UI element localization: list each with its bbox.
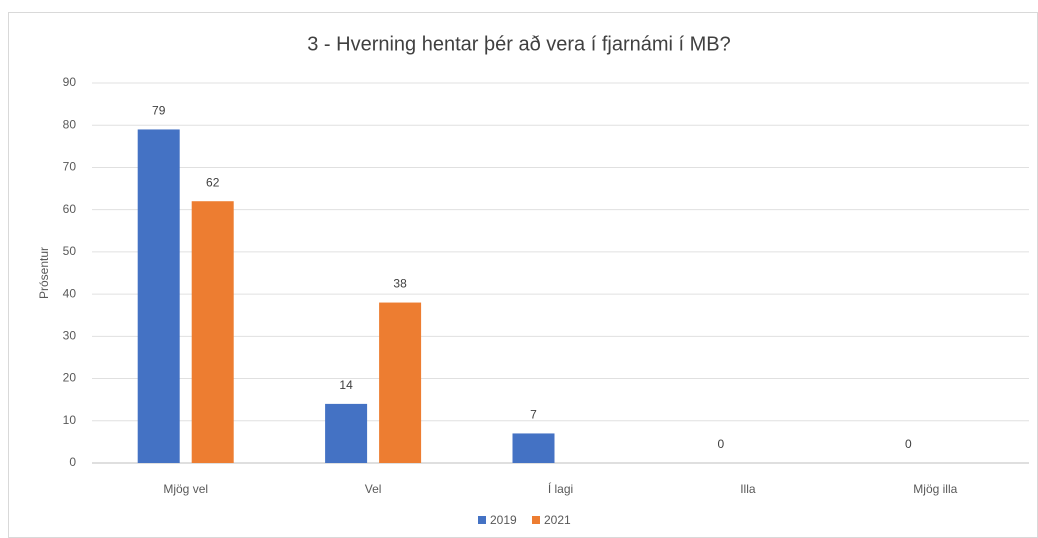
y-tick-label: 20 — [63, 371, 77, 385]
y-tick-label: 30 — [63, 329, 77, 343]
legend-label: 2019 — [490, 513, 517, 527]
data-label: 62 — [206, 175, 220, 189]
y-tick-label: 10 — [63, 413, 77, 427]
x-tick-label: Illa — [740, 482, 756, 496]
legend-label: 2021 — [544, 513, 571, 527]
data-label: 79 — [152, 104, 166, 118]
y-tick-label: 0 — [69, 455, 76, 469]
y-tick-label: 80 — [63, 117, 77, 131]
bar — [379, 302, 422, 463]
y-tick-label: 50 — [63, 244, 77, 258]
bar — [191, 201, 234, 463]
data-label: 0 — [718, 437, 725, 451]
x-tick-label: Í lagi — [548, 481, 573, 496]
y-tick-label: 70 — [63, 160, 77, 174]
bar — [137, 129, 180, 463]
legend-swatch — [478, 516, 486, 524]
data-label: 38 — [393, 277, 407, 291]
y-tick-label: 90 — [63, 75, 77, 89]
data-label: 14 — [339, 378, 353, 392]
data-label: 7 — [530, 408, 537, 422]
legend-swatch — [532, 516, 540, 524]
y-tick-label: 60 — [63, 202, 77, 216]
x-tick-label: Mjög illa — [913, 482, 957, 496]
x-tick-label: Vel — [365, 482, 382, 496]
y-axis-label: Prósentur — [37, 247, 51, 299]
x-tick-label: Mjög vel — [163, 482, 208, 496]
data-label: 0 — [905, 437, 912, 451]
bar — [325, 403, 368, 463]
y-tick-label: 40 — [63, 286, 77, 300]
bar — [512, 433, 555, 463]
chart-title: 3 - Hverning hentar þér að vera í fjarná… — [307, 33, 731, 55]
